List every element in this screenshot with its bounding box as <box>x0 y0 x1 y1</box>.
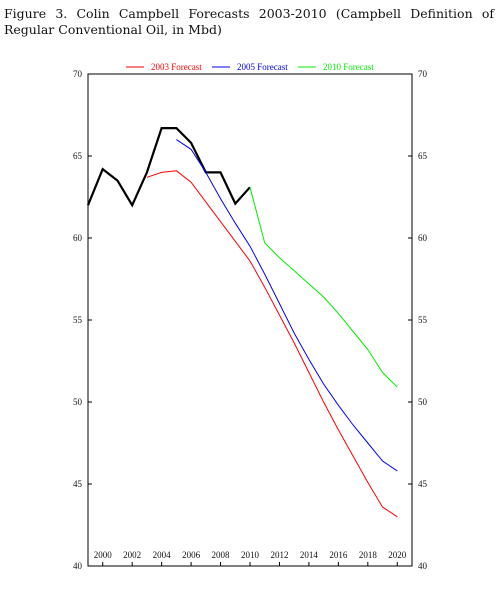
x-tick-label: 2008 <box>212 550 231 560</box>
legend: 2003 Forecast 2005 Forecast 2010 Forecast <box>126 62 374 72</box>
x-tick-label: 2006 <box>182 550 201 560</box>
series-line-2005-forecast <box>176 139 398 472</box>
x-tick-label: 2000 <box>94 550 113 560</box>
x-tick-label: 2020 <box>388 550 407 560</box>
figure-caption: Figure 3. Colin Campbell Forecasts 2003-… <box>4 6 494 37</box>
legend-label: 2003 Forecast <box>151 62 202 72</box>
legend-label: 2005 Forecast <box>237 62 288 72</box>
x-tick-label: 2014 <box>300 550 319 560</box>
y-tick-label: 45 <box>73 479 83 489</box>
x-tick-label: 2012 <box>270 550 288 560</box>
y-tick-label: 50 <box>73 397 83 407</box>
y-tick-label: 60 <box>73 233 83 243</box>
series-lines <box>86 127 398 518</box>
series-line-2010-forecast <box>249 187 398 388</box>
plot-frame <box>87 73 413 567</box>
y-tick-label-right: 55 <box>418 315 428 325</box>
series-line-2003-forecast <box>146 170 398 518</box>
legend-label: 2010 Forecast <box>323 62 374 72</box>
x-tick-label: 2018 <box>359 550 378 560</box>
x-tick-label: 2010 <box>241 550 260 560</box>
y-tick-label-right: 40 <box>418 561 428 571</box>
y-tick-label-right: 60 <box>418 233 428 243</box>
x-tick-label: 2004 <box>153 550 172 560</box>
y-tick-label: 65 <box>73 151 83 161</box>
y-tick-label-right: 70 <box>418 69 428 79</box>
x-tick-label: 2002 <box>123 550 141 560</box>
x-tick-label: 2016 <box>329 550 348 560</box>
y-tick-label: 40 <box>73 561 83 571</box>
y-tick-label-right: 65 <box>418 151 428 161</box>
axis-ticks: 40 40 45 45 50 50 55 55 60 60 65 65 70 70 2000 2002 2004… <box>73 69 428 571</box>
y-tick-label: 70 <box>73 69 83 79</box>
series-line-actual <box>86 127 251 208</box>
y-tick-label-right: 50 <box>418 397 428 407</box>
y-tick-label-right: 45 <box>418 479 428 489</box>
y-tick-label: 55 <box>73 315 83 325</box>
